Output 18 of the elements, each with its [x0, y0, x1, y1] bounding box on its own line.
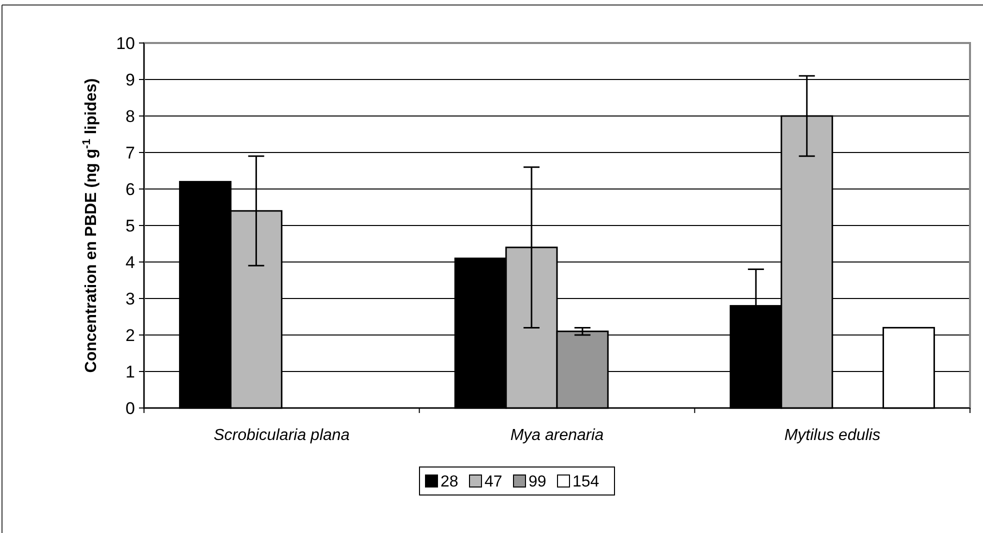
legend-label: 28 — [440, 474, 458, 491]
legend-label: 99 — [528, 474, 546, 491]
y-tick-label: 5 — [126, 216, 135, 236]
x-tick-label: Scrobicularia plana — [214, 427, 350, 444]
y-tick-label: 10 — [116, 34, 135, 53]
legend-label: 47 — [484, 474, 502, 491]
y-tick-label: 8 — [126, 106, 135, 126]
y-tick-label: 0 — [126, 398, 135, 418]
y-tick-label: 6 — [126, 180, 135, 199]
x-tick-label: Mya arenaria — [510, 427, 604, 444]
y-tick-label: 2 — [126, 326, 135, 345]
y-tick-label: 9 — [126, 70, 135, 90]
y-tick-label: 7 — [126, 143, 135, 162]
y-tick-label: 4 — [126, 252, 135, 272]
x-tick-label: Mytilus edulis — [784, 427, 880, 444]
legend-label: 154 — [572, 474, 600, 491]
y-tick-label: 3 — [126, 289, 135, 308]
y-tick-label: 1 — [126, 362, 135, 382]
